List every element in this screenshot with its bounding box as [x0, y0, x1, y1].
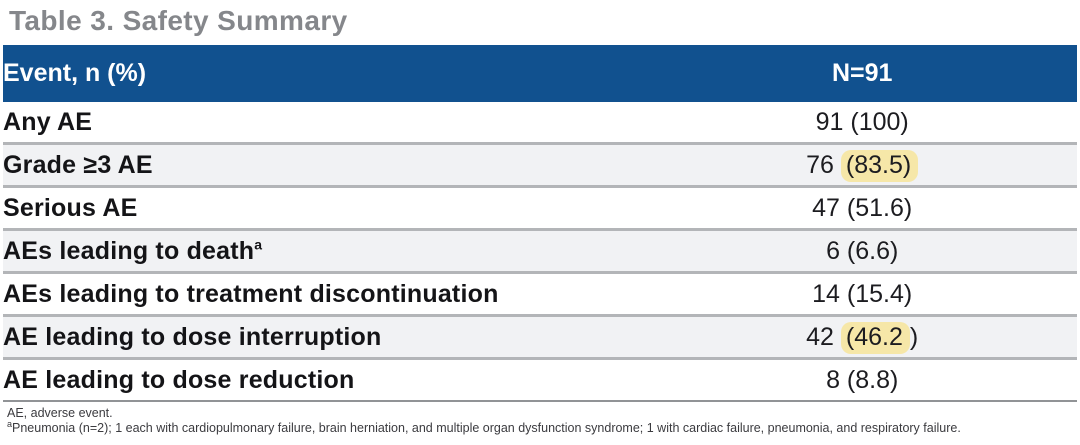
row-label: AE leading to dose interruption — [3, 314, 648, 359]
row-label: AEs leading to treatment discontinuation — [3, 271, 648, 316]
row-value: 14 (15.4) — [647, 271, 1077, 316]
table-title: Table 3. Safety Summary — [9, 5, 348, 36]
table-row-aes-discontinuation: AEs leading to treatment discontinuation… — [3, 271, 1077, 316]
table-row-dose-reduction: AE leading to dose reduction 8 (8.8) — [3, 357, 1077, 401]
table-row-dose-interruption: AE leading to dose interruption 42 (46.2… — [3, 314, 1077, 359]
table-body: Any AE 91 (100) Grade ≥3 AE 76 (83.5) Se… — [3, 102, 1077, 401]
footnote-a-marker: a — [7, 418, 13, 429]
header-cell-event: Event, n (%) — [3, 45, 648, 102]
value-prefix: 76 — [806, 150, 841, 179]
row-label: Serious AE — [3, 185, 648, 230]
value-prefix: 42 — [806, 322, 841, 351]
footnotes: AE, adverse event. aPneumonia (n=2); 1 e… — [3, 402, 1077, 436]
row-label: Any AE — [3, 107, 93, 136]
header-row: Event, n (%) N=91 — [3, 45, 1077, 102]
row-label: AE leading to dose reduction — [3, 357, 648, 401]
safety-summary-table: Event, n (%) N=91 Any AE 91 (100) Grade … — [3, 45, 1077, 402]
row-value: 8 (8.8) — [647, 357, 1077, 401]
row-value: 76 (83.5) — [647, 142, 1077, 187]
row-value: 47 (51.6) — [647, 185, 1077, 230]
row-value: 6 (6.6) — [647, 228, 1077, 273]
table-row-any-ae: Any AE 91 (100) — [3, 102, 1077, 144]
footnote-a: aPneumonia (n=2); 1 each with cardiopulm… — [7, 418, 1077, 436]
table-row-aes-death: AEs leading to deatha 6 (6.6) — [3, 228, 1077, 273]
highlighted-value: (83.5) — [840, 149, 919, 182]
table-row-serious-ae: Serious AE 47 (51.6) — [3, 185, 1077, 230]
footnote-a-text: Pneumonia (n=2); 1 each with cardiopulmo… — [12, 421, 961, 435]
highlighted-value: (46.2 — [840, 321, 910, 354]
footnote-marker-a: a — [254, 236, 263, 253]
value-suffix: ) — [909, 322, 919, 351]
table-row-grade3-ae: Grade ≥3 AE 76 (83.5) — [3, 142, 1077, 187]
row-value: 42 (46.2) — [647, 314, 1077, 359]
row-label-text: AEs leading to death — [3, 236, 255, 265]
header-cell-n: N=91 — [647, 45, 1077, 102]
table-header: Event, n (%) N=91 — [3, 45, 1077, 102]
row-label: Grade ≥3 AE — [3, 142, 648, 187]
abbreviation-note: AE, adverse event. — [7, 406, 113, 420]
row-value: 91 (100) — [815, 107, 909, 136]
row-label: AEs leading to deatha — [3, 228, 648, 273]
